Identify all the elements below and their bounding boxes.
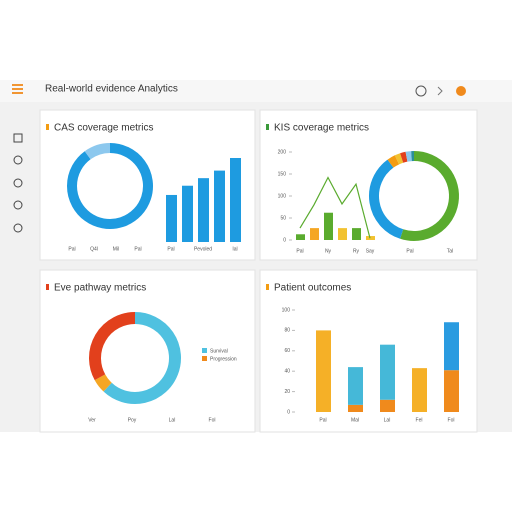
y-tick-label: 60 xyxy=(284,348,290,354)
y-tick-label: 20 xyxy=(284,389,290,395)
donut-segment xyxy=(405,151,412,162)
bar xyxy=(352,228,361,240)
bar xyxy=(182,185,193,242)
app-title: Real-world evidence Analytics xyxy=(45,84,178,95)
legend-swatch xyxy=(202,348,207,353)
bar-segment xyxy=(380,399,395,412)
x-tick-label: Pal xyxy=(319,417,326,423)
bar-segment xyxy=(444,322,459,371)
donut-segment xyxy=(103,312,181,404)
x-tick-label: Pevoled xyxy=(194,246,212,252)
bar xyxy=(310,228,319,240)
bar xyxy=(198,178,209,242)
bar-segment xyxy=(316,330,331,412)
y-tick-label: 0 xyxy=(283,237,286,243)
donut-segment xyxy=(400,151,459,241)
user-button[interactable] xyxy=(456,86,466,96)
bar xyxy=(214,170,225,242)
axis-label: Pal xyxy=(68,246,75,252)
axis-label: Fol xyxy=(209,417,216,423)
legend-label: Progression xyxy=(210,356,237,362)
y-tick-label: 40 xyxy=(284,369,290,375)
bar xyxy=(230,158,241,242)
donut-segment xyxy=(394,153,404,165)
nav-icon[interactable] xyxy=(13,155,23,165)
x-tick-label: Fel xyxy=(416,417,423,423)
bar xyxy=(166,194,177,242)
sidebar xyxy=(13,133,23,233)
bar xyxy=(338,228,347,240)
donut-segment xyxy=(94,374,112,392)
panel-title: KIS coverage metrics xyxy=(274,123,369,134)
panel xyxy=(39,269,256,433)
axis-label: Pal xyxy=(134,246,141,252)
y-tick-label: 150 xyxy=(278,171,287,177)
legend-swatch xyxy=(202,356,207,361)
x-tick-label: Say xyxy=(366,248,375,254)
donut-segment xyxy=(369,159,404,239)
panel-accent xyxy=(46,284,49,290)
bar xyxy=(324,212,333,240)
axis-label: Lal xyxy=(169,417,176,423)
x-tick-label: Fol xyxy=(448,417,455,423)
panel-title: CAS coverage metrics xyxy=(54,123,153,134)
panel-accent xyxy=(266,124,269,130)
x-tick-label: Ry xyxy=(353,248,360,254)
x-tick-label: Ny xyxy=(325,248,332,254)
donut-segment xyxy=(67,143,153,229)
next-button[interactable] xyxy=(437,86,443,96)
bar-segment xyxy=(380,344,395,400)
donut-segment xyxy=(84,143,111,160)
bar xyxy=(296,234,305,240)
bar-segment xyxy=(412,368,427,412)
info-button[interactable] xyxy=(415,85,427,97)
x-tick-label: Mal xyxy=(351,417,359,423)
axis-label: Poy xyxy=(128,417,137,423)
donut-segment xyxy=(89,312,136,381)
donut-segment xyxy=(400,151,408,163)
legend-label: Survival xyxy=(210,348,228,354)
axis-label: Q4l xyxy=(90,246,98,252)
panel-title: Patient outcomes xyxy=(274,283,351,294)
top-bar xyxy=(0,80,512,102)
menu-button[interactable] xyxy=(12,84,23,94)
panel-accent xyxy=(266,284,269,290)
axis-label: Tal xyxy=(447,248,453,254)
x-tick-label: Lal xyxy=(384,417,391,423)
nav-icon[interactable] xyxy=(13,178,23,188)
axis-label: Ver xyxy=(88,417,96,423)
panel-accent xyxy=(46,124,49,130)
donut-segment xyxy=(387,155,400,168)
axis-label: Pal xyxy=(406,248,413,254)
nav-icon[interactable] xyxy=(13,200,23,210)
x-tick-label: Pal xyxy=(167,246,174,252)
y-tick-label: 200 xyxy=(278,149,287,155)
panel-title: Eve pathway metrics xyxy=(54,283,146,294)
line-series xyxy=(299,176,371,239)
y-tick-label: 50 xyxy=(280,215,286,221)
y-tick-label: 80 xyxy=(284,328,290,334)
panel xyxy=(259,269,478,433)
y-tick-label: 100 xyxy=(278,193,287,199)
x-tick-label: Ial xyxy=(232,246,237,252)
x-tick-label: Pal xyxy=(296,248,303,254)
bar-segment xyxy=(348,367,363,405)
nav-icon[interactable] xyxy=(13,223,23,233)
bar-segment xyxy=(444,370,459,412)
y-tick-label: 100 xyxy=(282,307,291,313)
bar-segment xyxy=(348,404,363,412)
axis-label: Mil xyxy=(113,246,119,252)
nav-icon[interactable] xyxy=(13,133,23,143)
y-tick-label: 0 xyxy=(287,409,290,415)
